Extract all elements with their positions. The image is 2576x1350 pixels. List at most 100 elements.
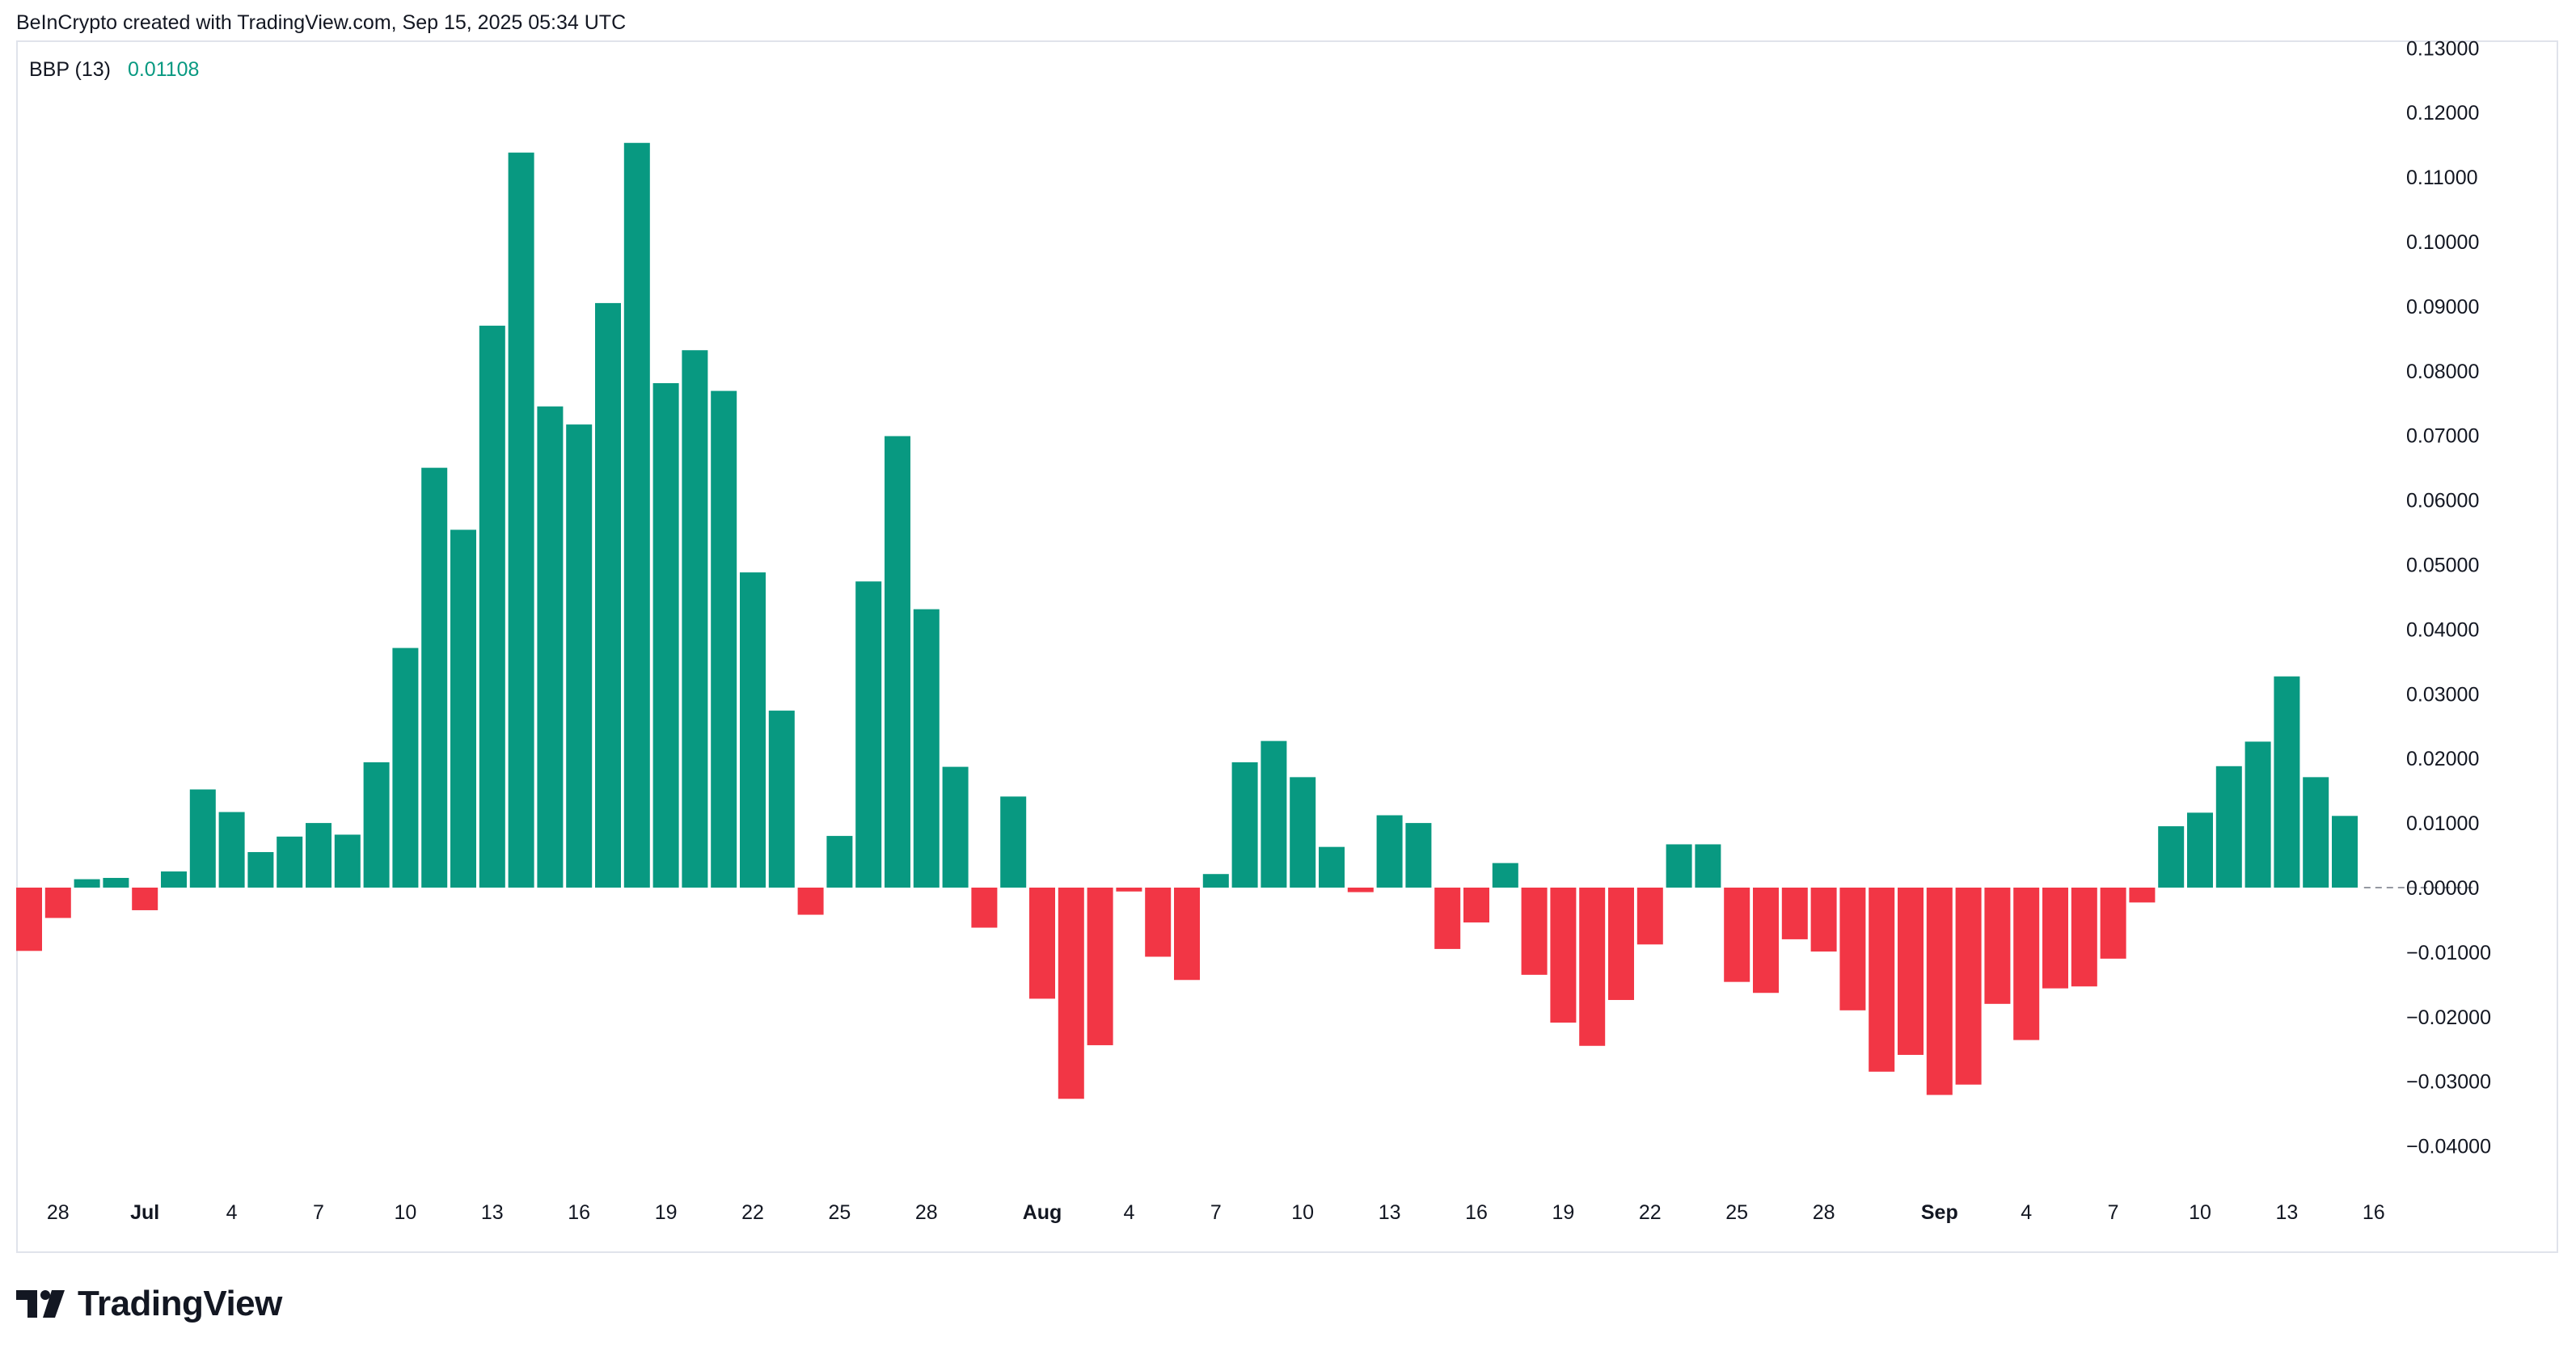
x-axis-tick-label: 10 xyxy=(394,1201,416,1224)
bbp-bar xyxy=(1724,888,1750,982)
x-axis-tick-label: 19 xyxy=(1552,1201,1574,1224)
y-axis-tick-label: 0.10000 xyxy=(2406,231,2479,254)
bbp-bar xyxy=(797,888,824,915)
y-axis-tick-label: 0.07000 xyxy=(2406,425,2479,448)
x-axis-tick-label: 4 xyxy=(1123,1201,1134,1224)
y-axis-tick-label: −0.01000 xyxy=(2406,942,2491,964)
bbp-bar xyxy=(1521,888,1548,975)
bbp-bar xyxy=(1000,796,1027,888)
bbp-bar xyxy=(334,834,361,888)
x-axis-tick-label: 13 xyxy=(1379,1201,1401,1224)
bbp-bar xyxy=(1955,888,1982,1085)
x-axis-tick-label: 28 xyxy=(915,1201,938,1224)
x-axis-tick-label: 19 xyxy=(655,1201,678,1224)
bbp-bar xyxy=(740,572,766,888)
y-axis-tick-label: 0.00000 xyxy=(2406,877,2479,900)
bbp-bar xyxy=(1347,888,1374,892)
bbp-bar xyxy=(306,823,332,888)
x-axis-tick-label: 16 xyxy=(2363,1201,2385,1224)
bbp-bar xyxy=(885,436,910,888)
x-axis-tick-label: Sep xyxy=(1921,1201,1958,1224)
bbp-bar xyxy=(1781,888,1808,939)
bbp-bar xyxy=(2100,888,2126,959)
bbp-bar xyxy=(1839,888,1866,1010)
bbp-bar xyxy=(247,852,274,888)
tradingview-wordmark: TradingView xyxy=(78,1284,282,1323)
bbp-bar xyxy=(2042,888,2068,989)
x-axis-tick-label: 28 xyxy=(1813,1201,1835,1224)
tradingview-footer[interactable]: TradingView xyxy=(16,1284,282,1324)
bbp-bar xyxy=(189,789,216,888)
chart-pane[interactable] xyxy=(16,40,2558,1253)
y-axis-tick-label: 0.03000 xyxy=(2406,683,2479,706)
bbp-bar xyxy=(1116,888,1142,892)
bbp-bar xyxy=(363,761,390,888)
bbp-bar xyxy=(768,711,795,888)
bbp-bar xyxy=(2332,816,2358,888)
bbp-bar xyxy=(103,878,129,888)
bbp-bar xyxy=(1145,888,1172,957)
bbp-bar xyxy=(2013,888,2040,1040)
bbp-bar xyxy=(1810,888,1837,952)
bbp-bar xyxy=(1261,740,1287,888)
bbp-bar xyxy=(1319,846,1345,888)
indicator-legend[interactable]: BBP (13) 0.01108 xyxy=(29,58,199,82)
bbp-bar xyxy=(218,812,245,888)
bbp-bar xyxy=(1695,844,1721,888)
bbp-bar xyxy=(537,406,564,888)
y-axis-tick-label: 0.04000 xyxy=(2406,618,2479,641)
y-axis-tick-label: 0.06000 xyxy=(2406,490,2479,513)
bbp-bar xyxy=(2158,826,2185,888)
x-axis-tick-label: 10 xyxy=(1291,1201,1314,1224)
indicator-value: 0.01108 xyxy=(127,58,200,81)
bbp-bar xyxy=(1550,888,1577,1023)
bbp-bar xyxy=(1290,777,1316,888)
bbp-bar xyxy=(421,467,448,888)
y-axis-tick-label: 0.02000 xyxy=(2406,748,2479,770)
bbp-bar xyxy=(161,871,187,888)
y-axis-tick-label: 0.12000 xyxy=(2406,102,2479,124)
y-axis-tick-label: 0.05000 xyxy=(2406,555,2479,577)
bbp-bar xyxy=(913,609,940,888)
bbp-bar xyxy=(392,648,419,888)
bbp-bar xyxy=(1666,844,1692,888)
x-axis-tick-label: 25 xyxy=(828,1201,851,1224)
y-axis-tick-label: 0.09000 xyxy=(2406,296,2479,319)
x-axis-tick-label: 28 xyxy=(47,1201,70,1224)
bbp-bar xyxy=(1984,888,2011,1004)
bbp-bar xyxy=(1463,888,1489,923)
y-axis-tick-label: −0.03000 xyxy=(2406,1071,2491,1094)
bbp-bar xyxy=(1898,888,1924,1055)
bbp-bar xyxy=(1579,888,1606,1046)
bbp-bar xyxy=(1174,888,1200,981)
bbp-bar xyxy=(652,382,679,888)
bbp-bar xyxy=(2187,812,2213,888)
bbp-bar xyxy=(450,529,476,888)
bbp-bar xyxy=(2244,741,2271,888)
bbp-bar xyxy=(1434,888,1461,949)
y-axis-tick-label: −0.02000 xyxy=(2406,1006,2491,1029)
bbp-histogram-chart[interactable]: −0.04000 −0.03000 −0.02000 −0.01000 0.00000 0… xyxy=(0,0,2576,1261)
x-axis-tick-label: 13 xyxy=(2275,1201,2298,1224)
x-axis-tick-label: 4 xyxy=(226,1201,238,1224)
bbp-bar xyxy=(942,766,969,888)
x-axis-tick-label: 7 xyxy=(313,1201,324,1224)
bbp-bar xyxy=(479,325,505,888)
y-axis-tick-label: 0.01000 xyxy=(2406,812,2479,835)
bbp-bar xyxy=(1376,815,1403,888)
bbp-bar xyxy=(971,888,998,928)
bbp-bar xyxy=(2215,766,2242,888)
bbp-bar xyxy=(2129,888,2156,903)
bbp-bar xyxy=(2274,676,2300,888)
y-axis-tick-label: 0.11000 xyxy=(2406,167,2478,189)
bbp-bar xyxy=(277,836,303,888)
x-axis-tick-label: Aug xyxy=(1023,1201,1062,1224)
bbp-bar xyxy=(1202,874,1229,888)
bbp-bar xyxy=(2071,888,2097,987)
bbp-bar xyxy=(1087,888,1113,1045)
x-axis-tick-label: 4 xyxy=(2021,1201,2032,1224)
x-axis-tick-label: 16 xyxy=(568,1201,590,1224)
bbp-bar xyxy=(508,152,534,888)
x-axis-tick-label: 22 xyxy=(741,1201,764,1224)
bbp-bar xyxy=(711,390,737,888)
